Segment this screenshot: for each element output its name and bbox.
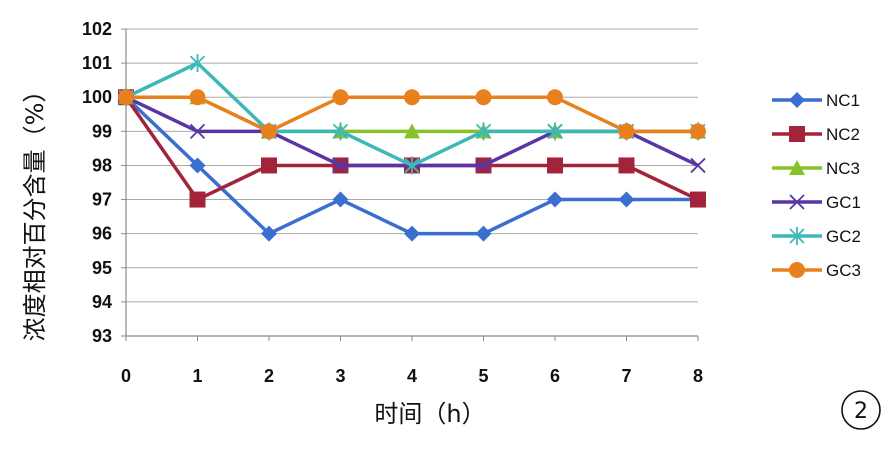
data-point-GC2 (475, 122, 492, 141)
legend-label: NC1 (826, 91, 860, 110)
data-point-GC2 (404, 156, 420, 175)
data-point-GC3 (404, 89, 420, 106)
x-tick-label: 8 (693, 366, 703, 386)
legend-item-GC2: GC2 (772, 227, 861, 246)
data-point-GC3 (475, 89, 492, 106)
legend-swatch-marker (789, 126, 805, 142)
data-point-GC3 (547, 89, 563, 106)
series-GC3 (118, 89, 706, 140)
data-point-NC2 (690, 191, 706, 208)
x-tick-label: 2 (264, 366, 274, 386)
legend-item-NC2: NC2 (772, 125, 860, 144)
data-point-GC3 (189, 89, 206, 106)
series-NC2 (118, 89, 706, 208)
y-tick-labels: 93 94 95 96 97 98 99 100 101 102 (82, 19, 112, 346)
x-tick-label: 4 (407, 366, 417, 386)
data-point-NC2 (618, 157, 635, 174)
legend-label: GC1 (826, 193, 861, 212)
data-point-GC3 (618, 123, 635, 140)
y-tick-label: 101 (82, 53, 112, 73)
data-point-NC2 (547, 157, 563, 174)
x-axis-title: 时间（h） (374, 400, 485, 428)
panel-label: 2 (841, 390, 881, 430)
legend-item-NC1: NC1 (772, 91, 860, 110)
data-point-NC3 (404, 123, 420, 139)
series-line-NC2 (124, 96, 699, 202)
y-tick-label: 96 (92, 224, 112, 244)
x-tick-label: 3 (335, 366, 345, 386)
y-axis-title: 浓度相对百分含量（%） (21, 79, 49, 342)
legend-item-GC1: GC1 (772, 193, 861, 212)
legend-label: GC2 (826, 227, 861, 246)
axes (121, 28, 699, 341)
x-tick-label: 5 (478, 366, 488, 386)
data-point-NC1 (332, 191, 349, 208)
data-point-GC3 (118, 89, 134, 106)
panel-label-text: 2 (854, 399, 868, 424)
data-point-GC2 (332, 122, 349, 141)
y-tick-label: 93 (92, 326, 112, 346)
y-tick-label: 102 (82, 19, 112, 39)
panel-label-circle (841, 390, 881, 430)
data-point-GC3 (332, 89, 349, 106)
data-point-GC2 (547, 122, 563, 141)
series-line-GC2 (125, 61, 698, 168)
data-point-GC3 (690, 123, 706, 140)
data-point-NC1 (547, 191, 563, 208)
y-tick-label: 98 (92, 155, 112, 175)
legend-swatch-marker (789, 194, 805, 210)
legend-swatch-marker (789, 92, 805, 108)
x-tick-label: 1 (192, 366, 202, 386)
legend-swatch-marker (789, 262, 805, 278)
data-point-GC3 (261, 123, 277, 140)
legend-item-NC3: NC3 (772, 159, 860, 178)
data-point-GC1 (332, 157, 349, 174)
y-tick-label: 99 (92, 121, 112, 141)
legend-label: GC3 (826, 261, 861, 280)
legend-swatch-marker (789, 227, 805, 245)
data-point-NC1 (189, 157, 206, 174)
series-group (118, 54, 706, 242)
data-point-GC1 (475, 157, 492, 174)
legend-label: NC2 (826, 125, 860, 144)
data-point-NC1 (404, 225, 420, 242)
x-tick-label: 0 (121, 366, 131, 386)
legend: NC1 NC2 NC3 GC1 GC2 GC3 (772, 91, 861, 280)
legend-label: NC3 (826, 159, 860, 178)
data-point-NC1 (618, 191, 635, 208)
y-tick-label: 94 (92, 292, 112, 312)
data-point-NC1 (261, 225, 277, 242)
legend-swatch-marker (789, 160, 805, 175)
x-tick-labels: 0 1 2 3 4 5 6 7 8 (121, 366, 703, 386)
data-point-NC1 (475, 225, 492, 242)
x-tick-label: 7 (621, 366, 631, 386)
y-tick-label: 100 (82, 87, 112, 107)
y-tick-label: 97 (92, 190, 112, 210)
series-GC2 (118, 54, 706, 175)
data-point-GC1 (189, 123, 206, 139)
data-point-GC1 (690, 157, 706, 174)
x-tick-label: 6 (550, 366, 560, 386)
y-tick-label: 95 (92, 258, 112, 278)
data-point-GC2 (189, 54, 206, 73)
data-point-NC2 (261, 157, 277, 174)
data-point-NC2 (189, 191, 206, 208)
legend-item-GC3: GC3 (772, 261, 861, 280)
